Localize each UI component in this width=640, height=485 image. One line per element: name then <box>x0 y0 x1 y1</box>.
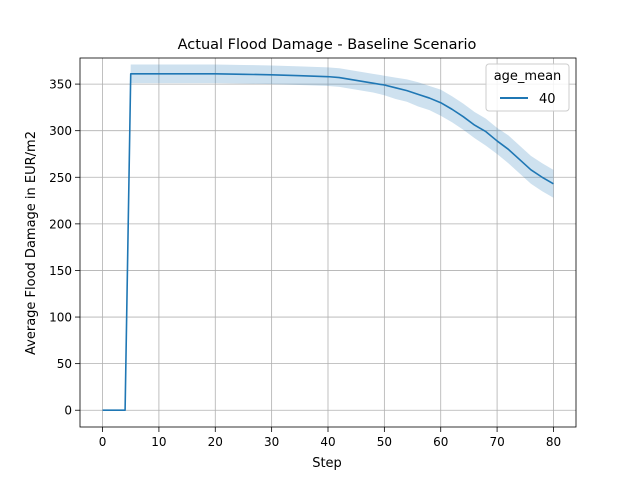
x-axis-label: Step <box>312 456 342 471</box>
y-tick-label: 350 <box>49 78 72 92</box>
legend-entry-label: 40 <box>539 92 556 107</box>
legend-title: age_mean <box>494 69 562 84</box>
x-tick-label: 60 <box>433 435 448 449</box>
x-tick-label: 20 <box>208 435 223 449</box>
x-tick-label: 70 <box>489 435 504 449</box>
y-tick-label: 300 <box>49 124 72 138</box>
x-tick-label: 40 <box>320 435 335 449</box>
x-axis-ticks: 0 10 20 30 40 50 60 70 80 <box>99 427 561 449</box>
y-tick-label: 50 <box>57 357 72 371</box>
x-tick-label: 10 <box>151 435 166 449</box>
grid-layer <box>80 58 576 427</box>
y-axis-ticks: 0 50 100 150 200 250 300 350 <box>49 78 80 418</box>
x-tick-label: 30 <box>264 435 279 449</box>
series-line <box>102 73 554 412</box>
y-tick-label: 0 <box>64 404 72 418</box>
x-tick-label: 0 <box>99 435 107 449</box>
x-tick-label: 50 <box>377 435 392 449</box>
y-tick-label: 250 <box>49 171 72 185</box>
series-line-layer <box>102 73 554 412</box>
legend-box <box>485 63 570 112</box>
legend: age_mean 40 <box>485 63 570 112</box>
chart-title: Actual Flood Damage - Baseline Scenario <box>178 37 477 53</box>
x-tick-label: 80 <box>546 435 561 449</box>
y-tick-label: 150 <box>49 264 72 278</box>
y-tick-label: 200 <box>49 217 72 231</box>
y-axis-label: Average Flood Damage in EUR/m2 <box>24 131 39 355</box>
y-tick-label: 100 <box>49 311 72 325</box>
